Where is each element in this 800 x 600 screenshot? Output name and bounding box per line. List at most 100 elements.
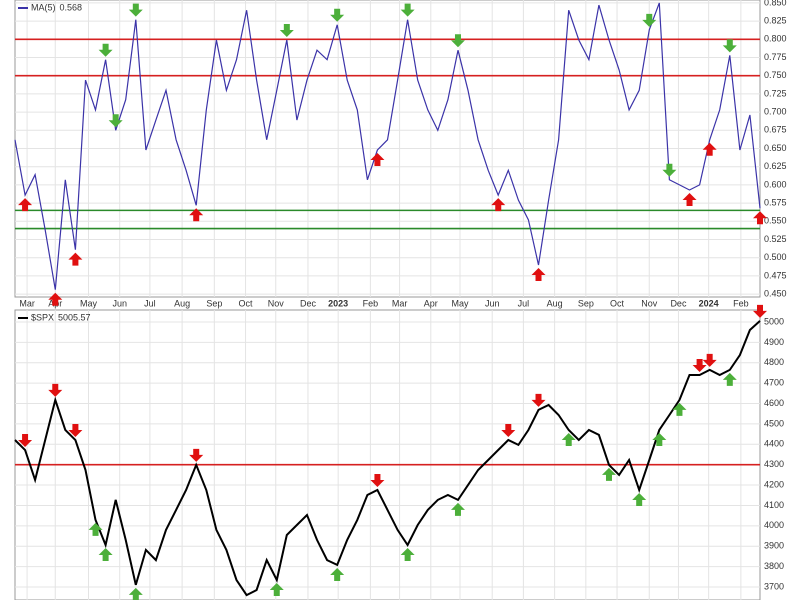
y-tick-label: 0.575: [764, 197, 787, 207]
buy-arrow: [98, 547, 113, 561]
y-tick-label: 0.675: [764, 125, 787, 135]
buy-arrow: [269, 583, 284, 597]
sell-arrow: [702, 353, 717, 367]
buy-arrow: [48, 292, 63, 306]
y-tick-label: 4900: [764, 337, 784, 347]
sell-arrow: [501, 424, 516, 438]
buy-arrow: [370, 152, 385, 166]
sell-arrow: [108, 114, 123, 128]
buy-arrow: [601, 467, 616, 481]
y-tick-label: 0.625: [764, 161, 787, 171]
sell-arrow: [189, 448, 204, 462]
x-tick-label: Nov: [268, 298, 285, 308]
sell-arrow: [98, 43, 113, 57]
y-tick-label: 0.850: [764, 0, 787, 7]
buy-arrow: [652, 433, 667, 447]
y-tick-label: 0.775: [764, 52, 787, 62]
y-tick-label: 0.700: [764, 106, 787, 116]
x-tick-label: May: [80, 298, 98, 308]
sell-arrow: [722, 39, 737, 53]
sell-arrow: [450, 34, 465, 48]
buy-arrow: [18, 198, 33, 212]
y-tick-label: 3800: [764, 561, 784, 571]
y-tick-label: 0.450: [764, 288, 787, 298]
buy-arrow: [491, 198, 506, 212]
sell-arrow: [662, 163, 677, 177]
x-tick-label: Aug: [174, 298, 190, 308]
x-tick-label: Nov: [641, 298, 658, 308]
x-tick-label: Apr: [424, 298, 438, 308]
x-tick-label: Dec: [300, 298, 317, 308]
y-tick-label: 0.550: [764, 216, 787, 226]
y-tick-label: 0.650: [764, 143, 787, 153]
x-tick-label: May: [451, 298, 469, 308]
data-line: [14, 320, 761, 597]
sell-arrow: [128, 3, 143, 17]
buy-arrow: [400, 547, 415, 561]
legend-value: 0.568: [60, 2, 83, 12]
y-tick-label: 0.600: [764, 179, 787, 189]
sell-arrow: [400, 3, 415, 17]
sell-arrow: [642, 13, 657, 27]
buy-arrow: [128, 587, 143, 600]
y-tick-label: 3700: [764, 581, 784, 591]
x-tick-label: Jul: [144, 298, 156, 308]
y-tick-label: 5000: [764, 316, 784, 326]
x-tick-label: Jun: [112, 298, 127, 308]
legend-label: $SPX: [31, 312, 54, 322]
legend-label: MA(5): [31, 2, 56, 12]
sell-arrow: [753, 304, 767, 318]
x-tick-label: Jul: [518, 298, 530, 308]
panel-frame: [14, 309, 761, 600]
buy-arrow: [682, 192, 697, 206]
x-tick-label: Aug: [547, 298, 563, 308]
data-line: [14, 2, 761, 290]
buy-arrow: [330, 567, 345, 581]
sell-arrow: [279, 24, 294, 38]
sell-arrow: [370, 473, 385, 487]
y-tick-label: 0.725: [764, 88, 787, 98]
x-tick-label: Feb: [733, 298, 749, 308]
x-tick-label: Oct: [610, 298, 625, 308]
y-tick-label: 4400: [764, 439, 784, 449]
buy-arrow: [672, 402, 687, 416]
sell-arrow: [68, 424, 83, 438]
sell-arrow: [18, 434, 33, 448]
y-tick-label: 4500: [764, 418, 784, 428]
y-tick-label: 4100: [764, 500, 784, 510]
x-tick-label: Feb: [363, 298, 379, 308]
sell-arrow: [330, 8, 345, 22]
y-tick-label: 0.525: [764, 234, 787, 244]
sell-arrow: [48, 383, 63, 397]
x-tick-label: Mar: [19, 298, 35, 308]
y-tick-label: 4600: [764, 398, 784, 408]
buy-arrow: [702, 142, 717, 156]
buy-arrow: [561, 433, 576, 447]
buy-arrow: [88, 522, 103, 536]
buy-arrow: [722, 372, 737, 386]
buy-arrow: [189, 208, 204, 222]
y-tick-label: 4200: [764, 479, 784, 489]
x-tick-label: Jun: [485, 298, 500, 308]
x-tick-label: 2023: [328, 298, 348, 308]
y-tick-label: 0.475: [764, 270, 787, 280]
legend-value: 5005.57: [58, 312, 91, 322]
y-tick-label: 4700: [764, 378, 784, 388]
x-tick-label: Oct: [239, 298, 254, 308]
x-tick-label: Dec: [670, 298, 687, 308]
buy-arrow: [632, 492, 647, 506]
y-tick-label: 0.500: [764, 252, 787, 262]
y-tick-label: 4300: [764, 459, 784, 469]
y-tick-label: 0.750: [764, 70, 787, 80]
sell-arrow: [692, 359, 707, 373]
y-tick-label: 0.825: [764, 15, 787, 25]
y-tick-label: 4000: [764, 520, 784, 530]
x-tick-label: Sep: [578, 298, 594, 308]
sell-arrow: [531, 393, 546, 407]
buy-arrow: [450, 502, 465, 516]
buy-arrow: [531, 267, 546, 281]
y-tick-label: 0.800: [764, 34, 787, 44]
x-tick-label: Sep: [206, 298, 222, 308]
x-tick-label: 2024: [699, 298, 719, 308]
